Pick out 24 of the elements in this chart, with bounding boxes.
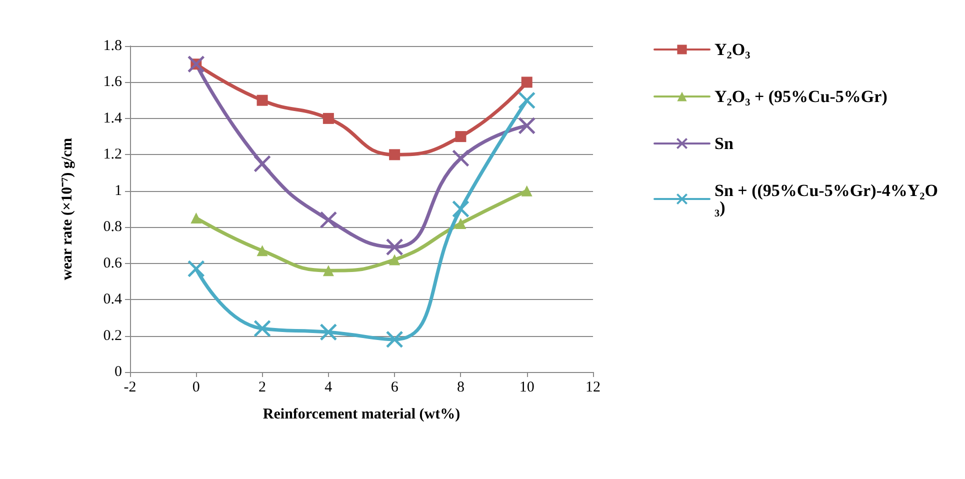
- x-tick-label: 10: [519, 380, 534, 396]
- y-tick-label: 1.6: [103, 74, 122, 90]
- y-axis-title: wear rate (×10⁻⁷) g/cm: [60, 137, 76, 280]
- legend-label: Sn + ((95%Cu-5%Gr)-4%Y₂O₃): [714, 181, 938, 217]
- x-tick-label: 8: [456, 380, 464, 396]
- x-tick-label: 0: [192, 380, 200, 396]
- x-tick-label: -2: [124, 380, 136, 396]
- legend-label: Sn: [714, 134, 734, 153]
- x-tick-label: 6: [390, 380, 399, 396]
- y-tick-label: 0.8: [103, 219, 122, 236]
- y-tick-label: 1.2: [103, 146, 122, 163]
- y-tick-label: 0.4: [103, 292, 122, 308]
- legend-label: Y₂O₃ + (95%Cu-5%Gr): [714, 87, 888, 106]
- y-tick-label: 1.4: [103, 110, 122, 126]
- y-tick-label: 0.6: [103, 255, 122, 272]
- x-axis-title: Reinforcement material (wt%): [262, 406, 460, 422]
- x-tick-label: 2: [258, 380, 266, 396]
- legend-label: Y₂O₃: [714, 40, 750, 59]
- y-tick-label: 0.2: [103, 328, 122, 344]
- y-tick-label: 0: [114, 364, 122, 380]
- y-tick-label: 1.8: [103, 38, 122, 54]
- x-tick-label: 4: [324, 380, 333, 396]
- y-tick-label: 1: [114, 182, 122, 199]
- x-tick-label: 12: [586, 380, 600, 396]
